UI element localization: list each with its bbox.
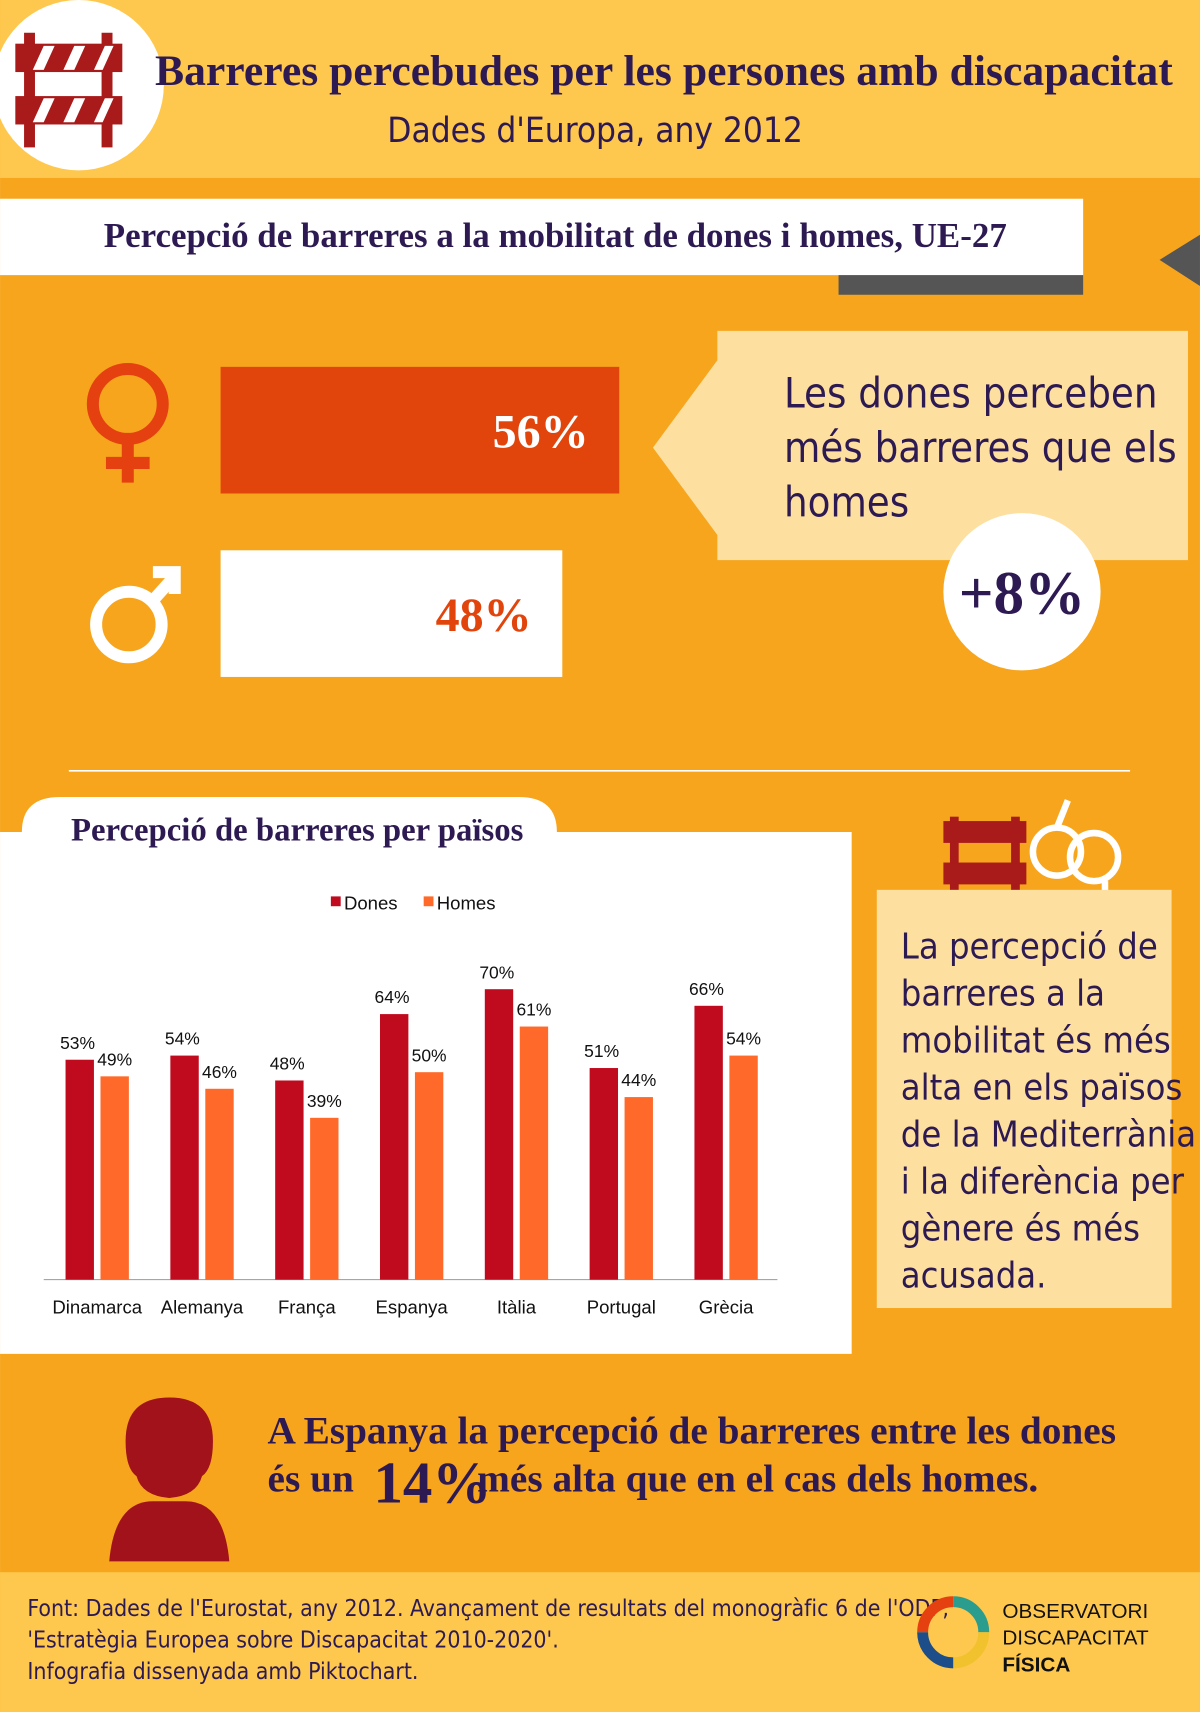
female-symbol [86,363,169,483]
bar [205,1088,234,1280]
difference-circle [943,513,1101,671]
statement-figure: 14% [373,1449,491,1515]
bar [379,1014,409,1280]
bar [694,1005,723,1280]
value-label: 48% [270,1054,305,1074]
value-label: 48% [436,589,532,642]
callout [652,330,1188,561]
callout-text: homes [784,477,909,526]
note-box [876,889,1172,1309]
bar [624,1097,653,1280]
footer-text: Infografia dissenyada amb Piktochart. [27,1659,418,1685]
value-label: 70% [479,962,514,982]
bar [100,1076,129,1280]
x-tick-label: Espanya [376,1296,449,1317]
value-label: 53% [60,1033,95,1053]
x-tick-label: Itàlia [497,1296,537,1317]
note-text: alta en els països [901,1067,1183,1108]
legend-label: Dones [344,892,398,913]
icon-circle [0,0,164,171]
bar [310,1117,339,1280]
value-label: 50% [412,1045,447,1065]
subtitle: Dades d'Europa, any 2012 [387,111,803,151]
note: La percepció de barreres a la mobilitat és… [901,927,1196,1297]
x-tick-label: Dinamarca [52,1296,142,1317]
statement: A Espanya la percepció de barreres entre… [268,1408,1117,1452]
bar [220,550,563,677]
bar [589,1068,619,1280]
bar [275,1080,304,1280]
callout-text: Les dones perceben [784,368,1158,417]
callout-text: més barreres que els [784,423,1177,472]
note-text: mobilitat és més [901,1021,1171,1062]
value-label: 54% [726,1029,761,1049]
note-text: La percepció de [901,927,1158,968]
x-tick-label: Alemanya [161,1296,244,1317]
statement: més alta que en el cas dels homes. [477,1456,1038,1500]
bar [484,989,514,1280]
difference: +8% [959,561,1086,628]
section-title: Percepció de barreres a la mobilitat de … [104,216,1007,255]
logo-text: OBSERVATORI [1002,1600,1148,1623]
value-label: 61% [516,1000,551,1020]
bar [170,1055,199,1280]
legend-label: Homes [437,892,496,913]
note-text: de la Mediterrània [901,1114,1196,1155]
footer-text: Font: Dades de l'Eurostat, any 2012. Ava… [27,1596,949,1622]
bar [220,366,620,494]
note-text: barreres a la [901,974,1105,1015]
logo-mark [917,1596,990,1669]
note-text: acusada. [901,1255,1047,1296]
footer-text: 'Estratègia Europea sobre Discapacitat 2… [27,1628,558,1654]
bar [414,1072,444,1280]
value-label: 64% [375,987,410,1007]
legend-swatch [423,896,434,907]
x-tick-label: França [278,1296,336,1317]
title: Barreres percebudes per les persones amb… [155,47,1173,95]
value-label: 49% [97,1049,132,1069]
ribbon-shadow [838,275,1084,295]
footer-band [0,1572,1200,1712]
bar [519,1026,549,1280]
logo-text: FÍSICA [1002,1654,1070,1677]
ribbon-tail [1159,234,1200,287]
bar [729,1055,758,1280]
male-symbol [90,566,181,664]
value-label: 46% [202,1062,237,1082]
value-label: 44% [621,1070,656,1090]
value-label: 66% [689,979,724,999]
value-label: 39% [307,1091,342,1111]
ribbon [0,198,1084,276]
value-label: 51% [584,1041,619,1061]
statement: és un [268,1456,354,1500]
legend-swatch [330,896,341,907]
logo-text: DISCAPACITAT [1002,1626,1149,1649]
note-text: i la diferència per [901,1161,1185,1202]
x-tick-label: Grècia [699,1296,754,1317]
note-text: gènere és més [901,1208,1140,1249]
woman-icon [109,1397,232,1562]
value-label: 54% [165,1029,200,1049]
bar [65,1059,94,1280]
barrier-icon [15,32,123,148]
chart-title: Percepció de barreres per països [71,813,523,849]
header-band [0,0,1200,178]
value-label: 56% [493,406,589,459]
x-tick-label: Portugal [587,1296,656,1317]
